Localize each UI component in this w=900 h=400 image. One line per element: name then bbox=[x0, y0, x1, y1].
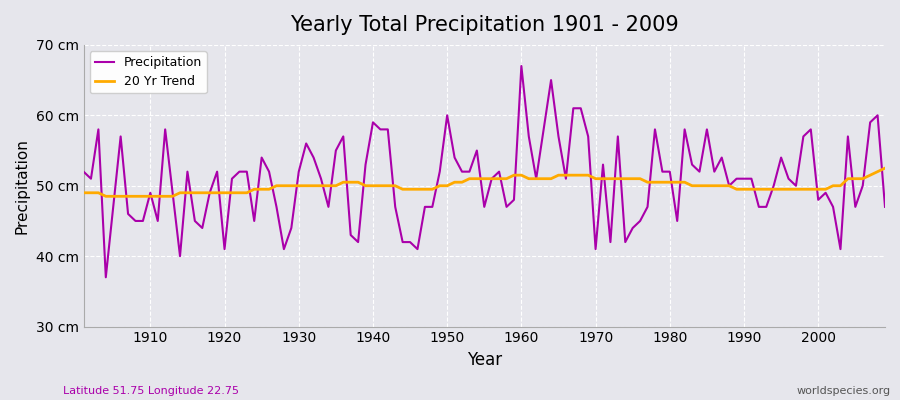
Precipitation bbox=[879, 204, 890, 209]
Precipitation bbox=[620, 240, 631, 244]
Precipitation bbox=[78, 169, 89, 174]
Y-axis label: Precipitation: Precipitation bbox=[15, 138, 30, 234]
20 Yr Trend bbox=[353, 180, 364, 185]
Precipitation bbox=[101, 275, 112, 280]
Text: worldspecies.org: worldspecies.org bbox=[796, 386, 891, 396]
Title: Yearly Total Precipitation 1901 - 2009: Yearly Total Precipitation 1901 - 2009 bbox=[290, 15, 679, 35]
Line: 20 Yr Trend: 20 Yr Trend bbox=[84, 168, 885, 196]
Precipitation bbox=[531, 176, 542, 181]
20 Yr Trend bbox=[78, 190, 89, 195]
20 Yr Trend bbox=[101, 194, 112, 199]
Legend: Precipitation, 20 Yr Trend: Precipitation, 20 Yr Trend bbox=[90, 51, 207, 93]
Precipitation bbox=[145, 190, 156, 195]
20 Yr Trend bbox=[308, 183, 319, 188]
Precipitation bbox=[516, 64, 526, 68]
Precipitation bbox=[353, 240, 364, 244]
Text: Latitude 51.75 Longitude 22.75: Latitude 51.75 Longitude 22.75 bbox=[63, 386, 239, 396]
Line: Precipitation: Precipitation bbox=[84, 66, 885, 277]
Precipitation bbox=[308, 155, 319, 160]
20 Yr Trend bbox=[524, 176, 535, 181]
Precipitation bbox=[524, 134, 535, 139]
20 Yr Trend bbox=[879, 166, 890, 170]
20 Yr Trend bbox=[145, 194, 156, 199]
X-axis label: Year: Year bbox=[467, 351, 502, 369]
20 Yr Trend bbox=[612, 176, 623, 181]
20 Yr Trend bbox=[516, 173, 526, 178]
